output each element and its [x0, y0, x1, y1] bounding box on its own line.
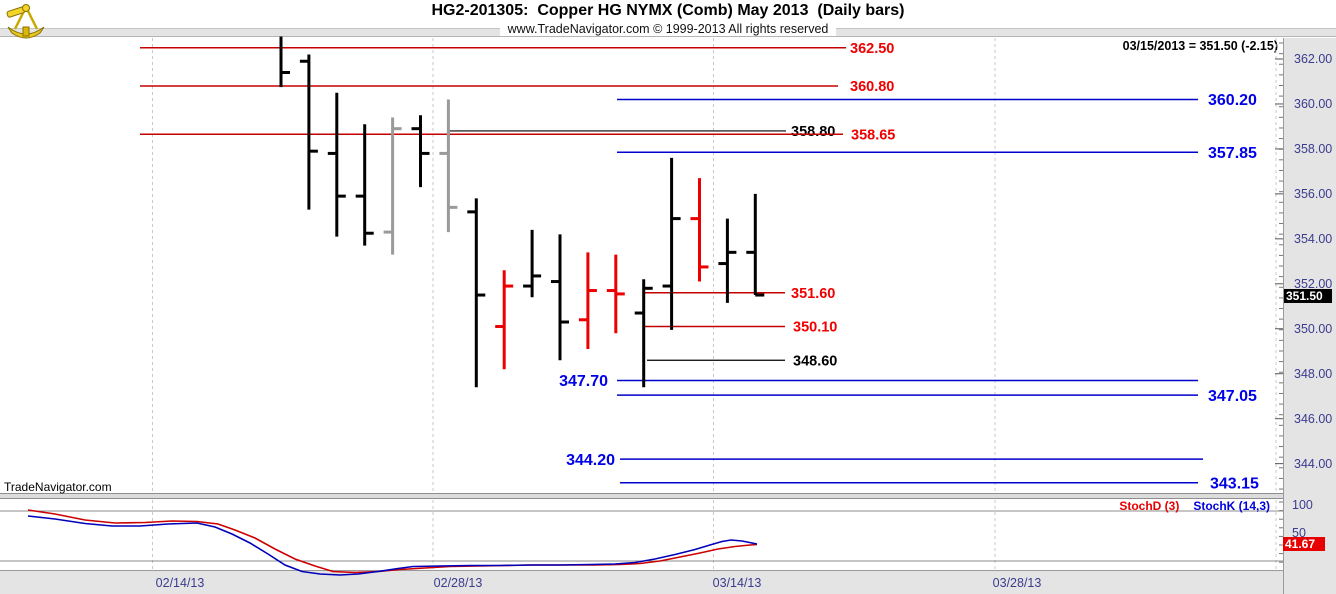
price-axis-strip[interactable]	[1283, 38, 1336, 594]
date-axis-label-03/28/13[interactable]: 03/28/13	[992, 576, 1042, 590]
stochastic-legend: StochD (3) StochK (14,3)	[1119, 499, 1270, 513]
trade-navigator-sextant-logo	[6, 4, 45, 39]
level-label-347.05: 347.05	[1208, 388, 1257, 405]
level-label-360.80: 360.80	[850, 79, 894, 95]
level-label-362.50: 362.50	[850, 41, 894, 57]
level-label-360.20: 360.20	[1208, 92, 1257, 109]
level-label-351.60: 351.60	[791, 286, 835, 302]
stochd-curve	[27, 509, 758, 574]
date-axis-label-02/28/13[interactable]: 02/28/13	[433, 576, 483, 590]
level-label-344.20: 344.20	[566, 452, 615, 469]
level-label-343.15: 343.15	[1210, 476, 1259, 493]
current-price-badge: 351.50	[1284, 289, 1332, 303]
copyright-subtitle: www.TradeNavigator.com © 1999-2013 All r…	[499, 22, 837, 36]
price-axis-label-346.00: 346.00	[1294, 411, 1333, 426]
level-label-358.65: 358.65	[851, 128, 895, 144]
date-axis-label-02/14/13[interactable]: 02/14/13	[155, 576, 205, 590]
chart-header: HG2-201305: Copper HG NYMX (Comb) May 20…	[0, 2, 1336, 38]
stochd-value-badge: 41.67	[1283, 537, 1325, 551]
watermark-text: TradeNavigator.com	[4, 480, 112, 494]
last-quote-readout: 03/15/2013 = 351.50 (-2.15)	[1122, 39, 1278, 53]
level-label-357.85: 357.85	[1208, 145, 1257, 162]
level-label-358.80: 358.80	[791, 124, 835, 140]
stoch-axis-label-50: 50	[1292, 526, 1306, 540]
chart-title: HG2-201305: Copper HG NYMX (Comb) May 20…	[431, 2, 905, 19]
price-axis-label-350.00: 350.00	[1294, 321, 1333, 336]
price-axis-label-362.00: 362.00	[1294, 52, 1333, 66]
price-axis-label-344.00: 344.00	[1294, 456, 1333, 471]
price-axis-label-352.00: 352.00	[1294, 276, 1333, 291]
stoch-axis-label-100: 100	[1292, 498, 1313, 512]
stochd-legend-label[interactable]: StochD (3)	[1119, 499, 1180, 513]
stochk-legend-label[interactable]: StochK (14,3)	[1193, 499, 1270, 513]
level-label-347.70: 347.70	[559, 373, 608, 390]
price-axis-label-358.00: 358.00	[1294, 141, 1333, 156]
price-axis-label-356.00: 356.00	[1294, 186, 1333, 201]
stochk-curve	[27, 515, 758, 576]
level-label-350.10: 350.10	[793, 320, 837, 336]
date-axis-strip[interactable]	[0, 570, 1283, 594]
price-axis-label-354.00: 354.00	[1294, 231, 1333, 246]
price-axis-label-360.00: 360.00	[1294, 96, 1333, 111]
level-label-348.60: 348.60	[793, 353, 837, 369]
pane-separator[interactable]	[0, 493, 1283, 499]
price-axis-label-348.00: 348.00	[1294, 366, 1333, 381]
date-axis-label-03/14/13[interactable]: 03/14/13	[712, 576, 762, 590]
